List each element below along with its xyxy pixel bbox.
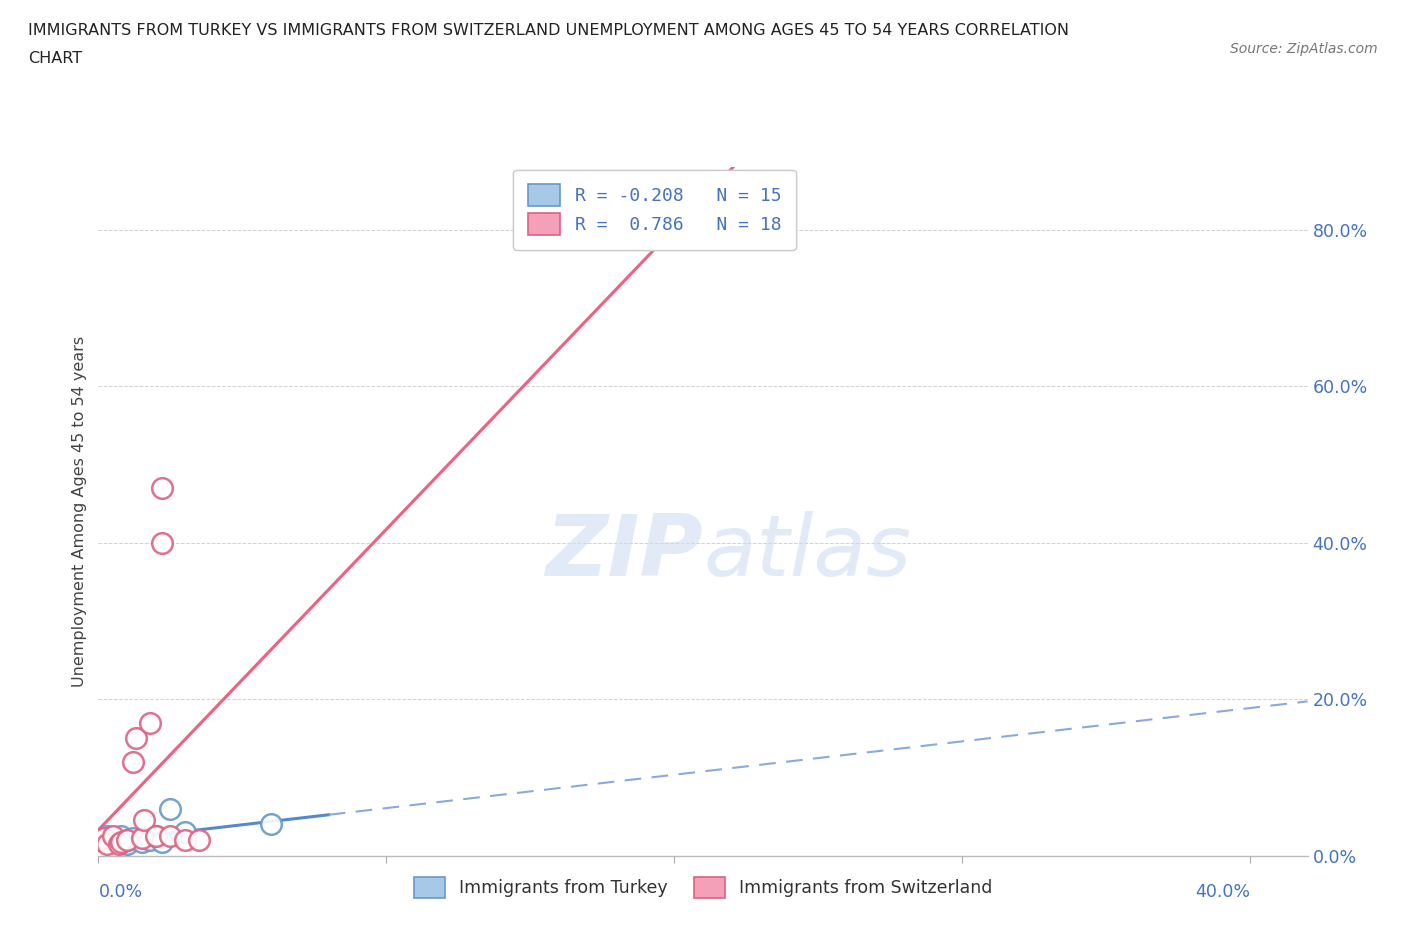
Point bbox=[260, 817, 283, 831]
Text: Source: ZipAtlas.com: Source: ZipAtlas.com bbox=[1230, 42, 1378, 56]
Legend: Immigrants from Turkey, Immigrants from Switzerland: Immigrants from Turkey, Immigrants from … bbox=[399, 863, 1007, 912]
Point bbox=[139, 715, 162, 730]
Point bbox=[122, 831, 145, 846]
Point bbox=[125, 731, 148, 746]
Point bbox=[145, 829, 167, 844]
Point bbox=[134, 813, 156, 828]
Point bbox=[96, 836, 118, 851]
Point bbox=[107, 834, 129, 849]
Point bbox=[173, 832, 195, 847]
Point bbox=[150, 481, 173, 496]
Point bbox=[87, 832, 110, 847]
Point bbox=[131, 831, 153, 846]
Point bbox=[115, 832, 138, 847]
Point bbox=[150, 536, 173, 551]
Point bbox=[173, 825, 195, 840]
Point bbox=[115, 836, 138, 851]
Point bbox=[115, 832, 138, 847]
Point bbox=[150, 834, 173, 849]
Text: CHART: CHART bbox=[28, 51, 82, 66]
Point bbox=[101, 829, 124, 844]
Point bbox=[122, 754, 145, 769]
Y-axis label: Unemployment Among Ages 45 to 54 years: Unemployment Among Ages 45 to 54 years bbox=[72, 336, 87, 687]
Point bbox=[131, 834, 153, 849]
Point bbox=[107, 836, 129, 851]
Text: 40.0%: 40.0% bbox=[1195, 884, 1250, 901]
Point bbox=[87, 832, 110, 847]
Point bbox=[96, 829, 118, 844]
Point bbox=[159, 829, 181, 844]
Point bbox=[101, 832, 124, 847]
Point bbox=[159, 802, 181, 817]
Text: 0.0%: 0.0% bbox=[98, 884, 142, 901]
Text: atlas: atlas bbox=[703, 512, 911, 594]
Point bbox=[110, 829, 132, 844]
Text: ZIP: ZIP bbox=[546, 512, 703, 594]
Text: IMMIGRANTS FROM TURKEY VS IMMIGRANTS FROM SWITZERLAND UNEMPLOYMENT AMONG AGES 45: IMMIGRANTS FROM TURKEY VS IMMIGRANTS FRO… bbox=[28, 23, 1069, 38]
Legend: R = -0.208   N = 15, R =  0.786   N = 18: R = -0.208 N = 15, R = 0.786 N = 18 bbox=[513, 169, 796, 250]
Point bbox=[145, 829, 167, 844]
Point bbox=[110, 834, 132, 849]
Point bbox=[93, 831, 115, 846]
Point bbox=[188, 832, 211, 847]
Point bbox=[139, 832, 162, 847]
